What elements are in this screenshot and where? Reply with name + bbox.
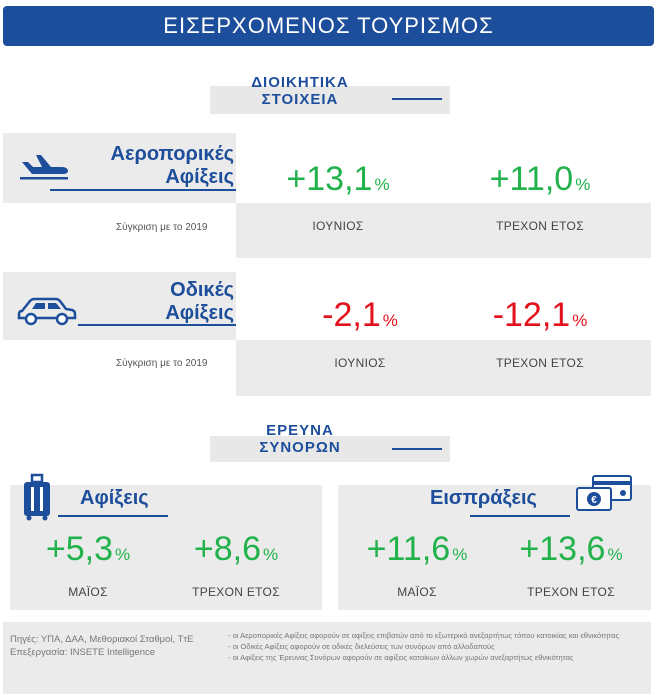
payment-cards-icon: € (575, 474, 635, 514)
road-ytd-value: -12,1% (492, 296, 588, 334)
car-icon (16, 293, 78, 327)
survey-arrivals-may-value: +5,3% (45, 530, 131, 568)
footer-notes-block: - οι Αεροπορικές Αφίξεις αφορούν σε αφίξ… (228, 630, 648, 663)
road-ytd-label: ΤΡΕΧΟΝ ΕΤΟΣ (496, 356, 584, 370)
road-label-line1: Οδικές (170, 279, 234, 301)
road-values-bg (236, 272, 651, 340)
survey-heading-line2: ΣΥΝΟΡΩΝ (259, 439, 341, 456)
road-label-line2: Αφίξεις (165, 302, 234, 324)
page-title-bar: ΕΙΣΕΡΧΟΜΕΝΟΣ ΤΟΥΡΙΣΜΟΣ (3, 6, 654, 46)
survey-arrivals-ytd-label: ΤΡΕΧΟΝ ΕΤΟΣ (192, 585, 280, 599)
air-ytd-value: +11,0% (489, 160, 591, 198)
air-june-value: +13,1% (286, 160, 390, 198)
air-label-line2: Αφίξεις (165, 166, 234, 188)
admin-heading-line1: ΔΙΟΙΚΗΤΙΚΑ (251, 74, 349, 91)
plane-icon (18, 150, 70, 180)
air-values-bg (236, 133, 651, 203)
survey-receipts-may-value: +11,6% (366, 530, 468, 568)
survey-arrivals-ytd-value: +8,6% (193, 530, 279, 568)
road-comparison-note: Σύγκριση με το 2019 (116, 358, 208, 369)
footer-processing: Επεξεργασία: INSETE Intelligence (10, 647, 156, 658)
road-june-label: ΙΟΥΝΙΟΣ (334, 356, 386, 370)
footer-sources-block: Πηγές: ΥΠΑ, ΔΑΑ, Μεθοριακοί Σταθμοί, ΤτΕ… (10, 633, 220, 659)
air-label-line1: Αεροπορικές (110, 143, 234, 165)
survey-arrivals-card (10, 485, 322, 610)
survey-arrivals-label: Αφίξεις (80, 487, 149, 509)
survey-section-heading: ΕΡΕΥΝΑ ΣΥΝΟΡΩΝ (210, 418, 450, 462)
page-title: ΕΙΣΕΡΧΟΜΕΝΟΣ ΤΟΥΡΙΣΜΟΣ (163, 13, 494, 38)
road-label-underline (78, 324, 236, 326)
road-label: Οδικές Αφίξεις (80, 279, 234, 325)
survey-receipts-may-label: ΜΑΪΟΣ (397, 585, 437, 599)
air-label: Αεροπορικές Αφίξεις (70, 143, 234, 189)
admin-section-heading: ΔΙΟΙΚΗΤΙΚΑ ΣΤΟΙΧΕΙΑ (210, 70, 450, 114)
footer-sources: Πηγές: ΥΠΑ, ΔΑΑ, Μεθοριακοί Σταθμοί, ΤτΕ (10, 634, 194, 645)
admin-heading-line (392, 98, 442, 100)
footer-note-1: - οι Αεροπορικές Αφίξεις αφορούν σε αφίξ… (228, 631, 620, 640)
survey-heading-line (392, 448, 442, 450)
footer-note-3: - οι Αφίξεις της Έρευνας Συνόρων αφορούν… (228, 653, 574, 662)
survey-receipts-underline (470, 515, 570, 517)
survey-heading-line1: ΕΡΕΥΝΑ (266, 422, 334, 439)
air-compare-bg (3, 203, 236, 258)
survey-receipts-ytd-value: +13,6% (519, 530, 623, 568)
survey-receipts-label: Εισπράξεις (430, 487, 537, 509)
survey-arrivals-underline (58, 515, 168, 517)
air-june-label: ΙΟΥΝΙΟΣ (312, 219, 364, 233)
footer-panel (3, 622, 651, 694)
road-june-value: -2,1% (322, 296, 398, 334)
svg-text:€: € (591, 495, 597, 506)
road-compare-bg (3, 340, 236, 396)
air-comparison-note: Σύγκριση με το 2019 (116, 222, 208, 233)
survey-arrivals-may-label: ΜΑΪΟΣ (68, 585, 108, 599)
admin-heading-line2: ΣΤΟΙΧΕΙΑ (261, 91, 339, 108)
footer-note-2: - οι Οδικές Αφίξεις αφορούν σε οδικές δι… (228, 642, 495, 651)
air-ytd-label: ΤΡΕΧΟΝ ΕΤΟΣ (496, 219, 584, 233)
air-label-underline (50, 189, 236, 191)
survey-receipts-ytd-label: ΤΡΕΧΟΝ ΕΤΟΣ (527, 585, 615, 599)
suitcase-icon (20, 473, 54, 521)
